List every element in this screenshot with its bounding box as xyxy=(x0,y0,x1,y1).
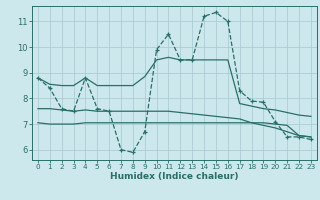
X-axis label: Humidex (Indice chaleur): Humidex (Indice chaleur) xyxy=(110,172,239,181)
